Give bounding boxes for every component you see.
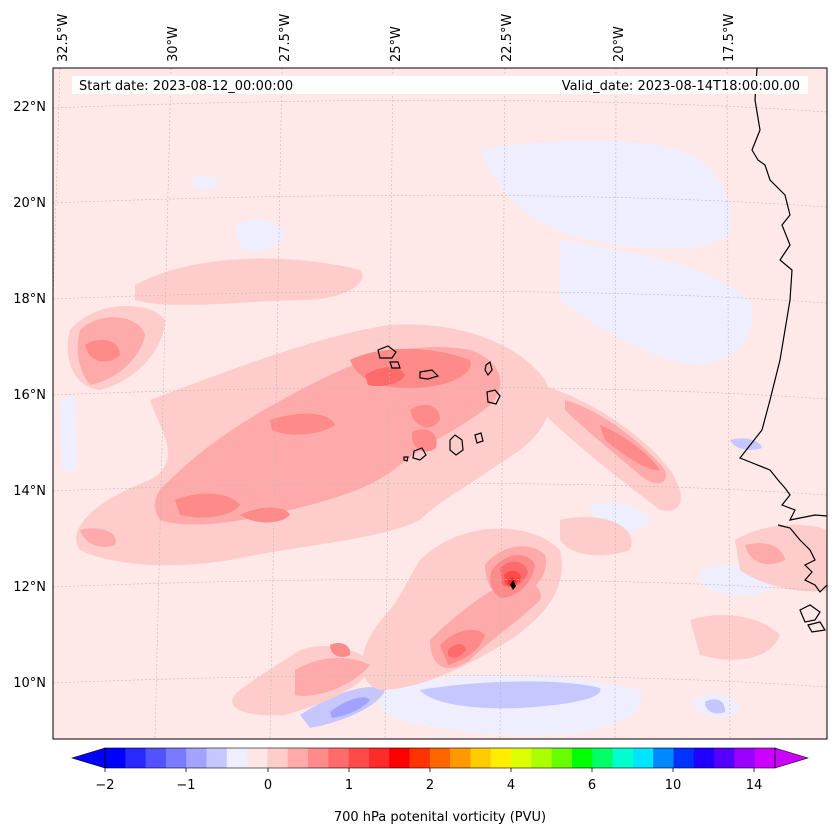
colorbar-swatch xyxy=(673,748,695,768)
lon-label: 20°W xyxy=(612,26,627,62)
map-frame xyxy=(52,67,828,740)
colorbar-swatch xyxy=(206,748,228,768)
colorbar-swatch xyxy=(145,748,167,768)
cb-tick-label: −1 xyxy=(176,778,195,793)
colorbar-swatch xyxy=(348,748,370,768)
coastlines xyxy=(377,68,827,633)
colorbar-swatch xyxy=(247,748,268,768)
lat-label: 10°N xyxy=(13,676,46,691)
colorbar-swatch xyxy=(592,748,613,768)
latitude-labels: 22°N 20°N 18°N 16°N 14°N 12°N 10°N xyxy=(13,100,46,691)
colorbar-swatch xyxy=(450,748,471,768)
colorbar-swatch xyxy=(754,748,776,768)
africa-coastline xyxy=(739,68,827,521)
cape-verde-islands xyxy=(377,345,397,359)
colorbar-swatch xyxy=(105,748,126,768)
graticule xyxy=(53,68,827,739)
colorbar-swatch xyxy=(409,748,431,768)
lat-label: 12°N xyxy=(13,580,46,595)
lon-label: 27.5°W xyxy=(278,14,293,62)
lon-label: 25°W xyxy=(389,26,404,62)
colorbar-swatch xyxy=(612,748,634,768)
colorbar-under-arrow xyxy=(70,747,106,769)
colorbar-swatch xyxy=(470,748,492,768)
pv-strong-negative xyxy=(300,438,762,728)
lon-label: 22.5°W xyxy=(500,14,515,62)
colorbar-swatch xyxy=(429,748,451,768)
longitude-labels: 32.5°W 30°W 27.5°W 25°W 22.5°W 20°W 17.5… xyxy=(56,14,737,62)
colorbar-swatch xyxy=(287,748,309,768)
cb-tick-label: 2 xyxy=(426,778,434,793)
cb-tick-label: 10 xyxy=(665,778,682,793)
pv-core xyxy=(365,367,528,658)
cb-tick-label: −2 xyxy=(95,778,114,793)
lon-label: 32.5°W xyxy=(56,14,71,62)
lat-label: 18°N xyxy=(13,292,46,307)
colorbar-swatch xyxy=(571,748,593,768)
lat-label: 14°N xyxy=(13,484,46,499)
colorbar-tick-labels: −2 −1 0 1 2 4 6 10 14 xyxy=(95,778,762,793)
cb-tick-label: 1 xyxy=(345,778,353,793)
colorbar-swatch xyxy=(226,748,248,768)
cb-tick-label: 14 xyxy=(746,778,763,793)
start-date-text: Start date: 2023-08-12_00:00:00 xyxy=(79,79,293,94)
colorbar-over-arrow xyxy=(774,747,810,769)
colorbar-swatch xyxy=(693,748,715,768)
lat-label: 16°N xyxy=(13,388,46,403)
pv-field xyxy=(53,68,827,739)
cb-tick-label: 0 xyxy=(264,778,272,793)
colorbar-title: 700 hPa potenital vorticity (PVU) xyxy=(334,810,546,825)
colorbar-swatch xyxy=(734,748,756,768)
colorbar-swatch xyxy=(490,748,512,768)
map-panel: Start date: 2023-08-12_00:00:00 Valid_da… xyxy=(52,67,828,740)
colorbar-frame xyxy=(104,747,776,769)
colorbar-ticks xyxy=(104,768,755,772)
colorbar-swatch xyxy=(531,748,553,768)
valid-date-text: Valid_date: 2023-08-14T18:00:00.00 xyxy=(562,79,800,94)
lat-label: 20°N xyxy=(13,196,46,211)
colorbar-swatch xyxy=(186,748,207,768)
colorbar-swatch xyxy=(125,748,146,768)
info-box xyxy=(72,76,808,94)
colorbar: −2 −1 0 1 2 4 6 10 14 700 hPa potenital … xyxy=(70,747,810,825)
cb-tick-label: 4 xyxy=(507,778,515,793)
colorbar-swatch xyxy=(511,748,532,768)
colorbar-swatch xyxy=(308,748,329,768)
colorbar-swatch xyxy=(714,748,735,768)
lon-label: 30°W xyxy=(166,26,181,62)
cb-tick-label: 6 xyxy=(588,778,596,793)
colorbar-swatch xyxy=(165,748,187,768)
lat-label: 22°N xyxy=(13,100,46,115)
colorbar-swatch xyxy=(389,748,410,768)
lon-label: 17.5°W xyxy=(722,14,737,62)
colorbar-swatch xyxy=(328,748,350,768)
colorbar-swatch xyxy=(653,748,674,768)
colorbar-swatch xyxy=(368,748,390,768)
colorbar-swatches xyxy=(105,748,776,768)
colorbar-swatch xyxy=(267,748,289,768)
colorbar-swatch xyxy=(551,748,573,768)
colorbar-swatch xyxy=(632,748,654,768)
